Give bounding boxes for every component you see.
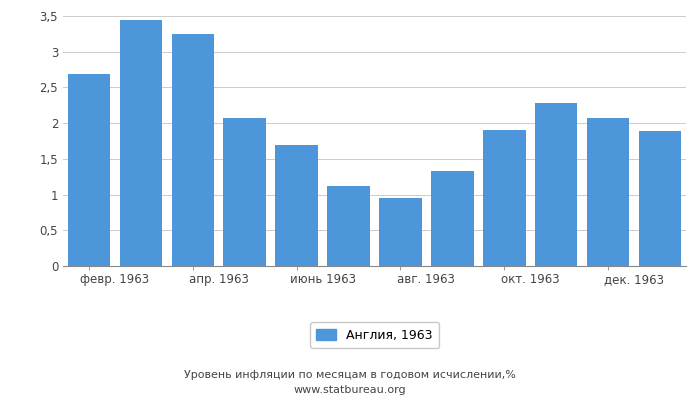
Bar [328,186,370,266]
Bar [120,20,162,266]
Bar [172,34,214,266]
Text: www.statbureau.org: www.statbureau.org [294,385,406,395]
Bar [68,74,110,266]
Bar [483,130,526,266]
Bar [535,103,577,266]
Legend: Англия, 1963: Англия, 1963 [310,322,439,348]
Text: Уровень инфляции по месяцам в годовом исчислении,%: Уровень инфляции по месяцам в годовом ис… [184,370,516,380]
Bar [223,118,266,266]
Bar [639,131,681,266]
Bar [587,118,629,266]
Bar [431,171,474,266]
Bar [379,198,421,266]
Bar [275,144,318,266]
